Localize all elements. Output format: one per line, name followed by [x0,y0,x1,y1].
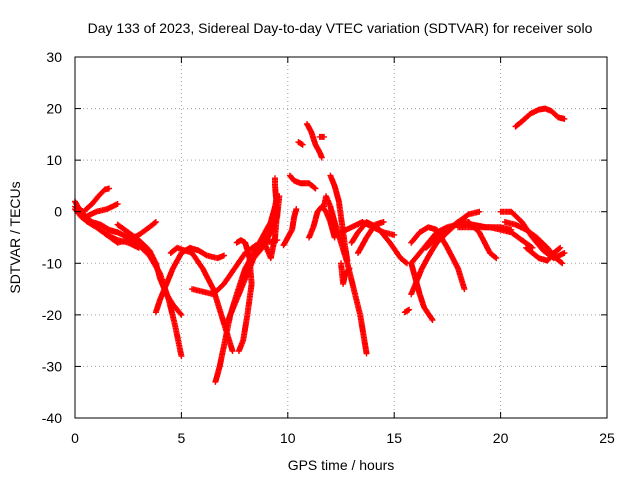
series-markers [338,260,353,287]
series-markers [523,244,564,264]
series-arc-23 [338,260,353,287]
series-arc-37 [512,105,568,130]
y-tick-label: -30 [42,358,62,374]
series-markers [401,306,413,316]
series-markers [304,121,325,161]
x-tick-label: 5 [178,430,186,446]
series-arc-36 [523,244,564,264]
series-arc-26 [355,219,387,256]
series-arc-13 [233,237,255,354]
series-markers [355,219,387,256]
series-markers [114,221,185,318]
y-tick-label: 30 [46,49,62,65]
series-markers [408,224,468,293]
series-markers [233,237,255,354]
series-markers [295,139,306,148]
series-arc-18 [304,121,325,161]
y-tick-label: -10 [42,255,62,271]
series-markers [82,201,121,220]
series-markers [280,206,300,249]
y-tick-label: 10 [46,152,62,168]
x-tick-label: 0 [71,430,79,446]
series-arc-19 [316,133,327,140]
series-arc-31 [408,224,468,293]
series-markers [455,224,536,251]
x-tick-label: 20 [493,430,509,446]
series-arc-30 [408,260,436,323]
series-markers [316,133,327,140]
series-arc-14 [259,175,281,262]
series-markers [306,203,338,241]
series-arc-16 [286,172,319,192]
series-arc-08 [152,244,227,316]
series-arc-33 [455,224,536,251]
series-arc-20 [306,203,338,241]
y-tick-label: -20 [42,307,62,323]
data-points [72,105,568,385]
series-markers [152,244,227,316]
series-arc-15 [280,206,300,249]
series-arc-17 [295,139,306,148]
series-markers [286,172,319,192]
axis-ticks: 0 5 10 15 20 25 -40 -30 -20 -10 0 10 20 30 [42,49,615,446]
y-tick-label: 20 [46,101,62,117]
series-markers [259,175,281,262]
y-axis-label: SDTVAR / TECUs [7,181,23,293]
plot-frame [74,56,608,419]
series-arc-27 [401,306,413,316]
x-tick-label: 25 [599,430,615,446]
series-arc-07 [114,221,185,318]
series-markers [512,105,568,130]
x-axis-label: GPS time / hours [288,457,395,473]
series-markers [408,260,436,323]
grid [75,57,607,418]
y-tick-label: -40 [42,410,62,426]
series-arc-04 [82,201,121,220]
x-tick-label: 15 [386,430,402,446]
x-tick-label: 10 [280,430,296,446]
series-markers [423,219,500,262]
y-tick-label: 0 [54,204,62,220]
chart-title: Day 133 of 2023, Sidereal Day-to-day VTE… [88,20,593,36]
series-arc-32 [423,219,500,262]
